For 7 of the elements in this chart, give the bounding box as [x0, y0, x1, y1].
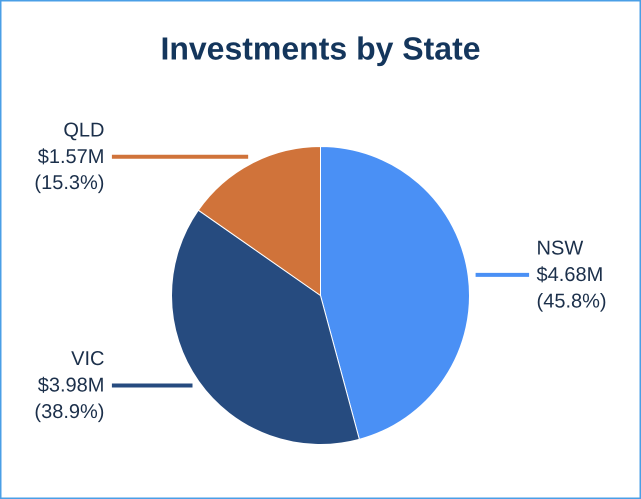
data-label: $4.68M (45.8%) [536, 264, 607, 312]
slice-label: QLD [63, 119, 104, 142]
slice-label: NSW [536, 238, 584, 260]
slice-label: VIC [71, 348, 104, 370]
data-label: $1.57M (15.3%) [34, 146, 104, 194]
data-label: $3.98M (38.9%) [34, 374, 104, 423]
chart-title: Investments by State [160, 30, 481, 66]
